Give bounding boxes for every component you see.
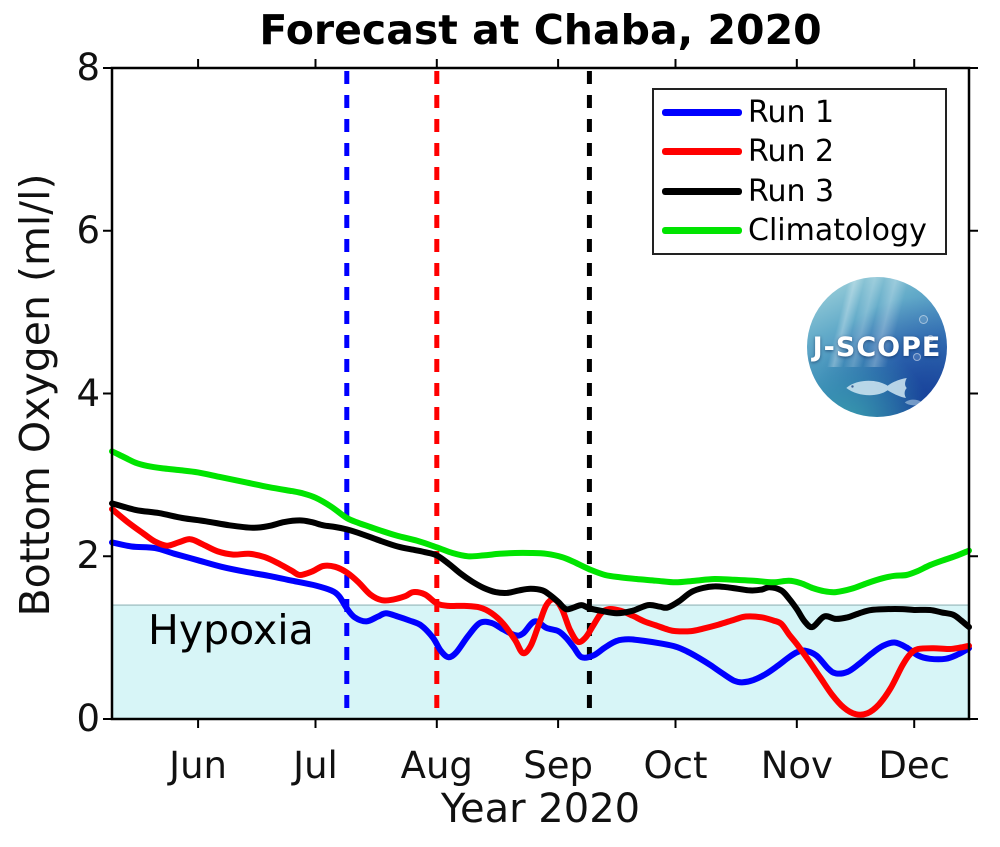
x-tick-label-aug: Aug bbox=[400, 744, 473, 787]
legend-label-run-1: Run 1 bbox=[748, 94, 835, 130]
legend-line-climatology bbox=[662, 227, 742, 235]
legend-line-run-1 bbox=[662, 108, 742, 116]
x-tick-label-dec: Dec bbox=[878, 744, 950, 787]
legend-line-run-3 bbox=[662, 187, 742, 195]
legend-label-climatology: Climatology bbox=[748, 213, 927, 249]
small-fish-icon bbox=[904, 398, 929, 407]
legend-item-climatology: Climatology bbox=[662, 213, 945, 248]
legend-line-run-2 bbox=[662, 148, 742, 156]
x-tick-label-sep: Sep bbox=[523, 744, 593, 787]
page-title: Forecast at Chaba, 2020 bbox=[259, 6, 822, 54]
series-line-run-3 bbox=[109, 500, 972, 631]
legend-item-run-3: Run 3 bbox=[662, 174, 945, 209]
bubble bbox=[913, 353, 921, 361]
jscope-logo: J-SCOPE bbox=[807, 277, 947, 417]
x-tick-label-nov: Nov bbox=[760, 744, 833, 787]
x-tick-label-jun: Jun bbox=[169, 744, 227, 787]
y-tick-label-0: 0 bbox=[76, 697, 100, 740]
y-tick-label-8: 8 bbox=[76, 46, 100, 89]
legend-label-run-3: Run 3 bbox=[748, 173, 835, 209]
legend: Run 1 Run 2 Run 3 Climatology bbox=[652, 88, 947, 255]
x-tick-label-oct: Oct bbox=[643, 744, 708, 787]
series-line-climatology bbox=[109, 448, 972, 596]
x-axis-label: Year 2020 bbox=[440, 786, 641, 832]
logo-text: J-SCOPE bbox=[812, 332, 942, 363]
legend-label-run-2: Run 2 bbox=[748, 134, 835, 170]
series-line-run-1 bbox=[109, 539, 972, 686]
legend-item-run-2: Run 2 bbox=[662, 134, 945, 169]
y-tick-label-4: 4 bbox=[76, 371, 100, 415]
legend-item-run-1: Run 1 bbox=[662, 95, 945, 130]
y-tick-label-6: 6 bbox=[76, 208, 100, 252]
hypoxia-label: Hypoxia bbox=[148, 606, 314, 654]
fish-icon bbox=[846, 378, 907, 398]
x-tick-label-jul: Jul bbox=[293, 744, 338, 787]
bubble bbox=[919, 315, 928, 324]
y-tick-label-2: 2 bbox=[76, 534, 100, 578]
bubble bbox=[927, 335, 934, 342]
